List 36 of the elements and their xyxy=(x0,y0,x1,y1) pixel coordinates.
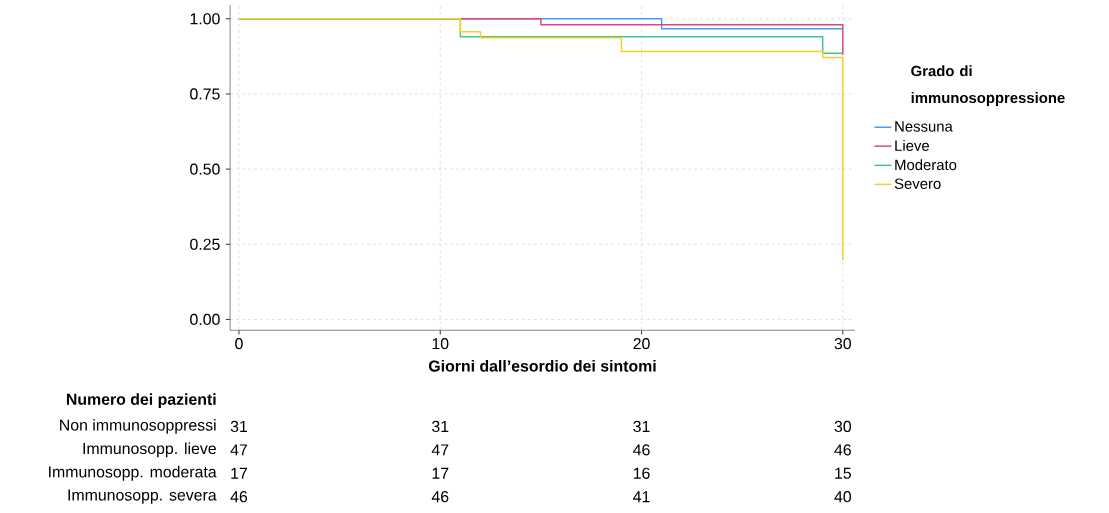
text: 47 xyxy=(431,444,449,456)
text: 15 xyxy=(835,467,851,479)
text: 46 xyxy=(431,491,449,503)
x-axis-title: Giorni dall’esordio dei sintomi xyxy=(428,360,656,372)
text: Non immunosoppressi xyxy=(60,419,216,434)
legend-label: Lieve xyxy=(895,140,929,152)
text: 46 xyxy=(633,444,650,456)
text: 46 xyxy=(230,491,248,503)
text: 31 xyxy=(633,420,650,433)
text: 47 xyxy=(230,444,247,456)
x-tick-label: 0 xyxy=(235,338,243,350)
text: 41 xyxy=(633,491,650,503)
y-tick-label: 1.00 xyxy=(190,13,220,25)
x-tick-label: 10 xyxy=(432,338,449,350)
legend-label: Moderato xyxy=(895,159,957,171)
text: 31 xyxy=(432,420,449,433)
x-tick-label: 30 xyxy=(834,338,852,350)
text: 17 xyxy=(432,467,449,479)
text: 31 xyxy=(230,420,247,433)
text: 17 xyxy=(231,467,247,479)
y-tick-label: 0.00 xyxy=(190,313,220,326)
text: 30 xyxy=(834,420,852,433)
legend-label: Nessuna xyxy=(895,121,953,132)
legend-title: Grado di immunosoppressione xyxy=(911,65,1065,107)
y-tick-label: 0.50 xyxy=(190,163,220,175)
y-tick-label: 0.25 xyxy=(190,238,220,251)
text: Numero dei pazienti xyxy=(66,393,216,409)
text: Immunosopp. severa xyxy=(68,489,217,504)
text: 16 xyxy=(633,467,650,480)
x-tick-label: 20 xyxy=(633,338,650,350)
text: 40 xyxy=(834,491,852,503)
text: 46 xyxy=(834,444,851,456)
text: Immunosopp. moderata xyxy=(49,466,217,481)
legend-label: Severo xyxy=(894,178,941,190)
text: Immunosopp. lieve xyxy=(83,442,216,458)
y-tick-label: 0.75 xyxy=(190,88,220,100)
